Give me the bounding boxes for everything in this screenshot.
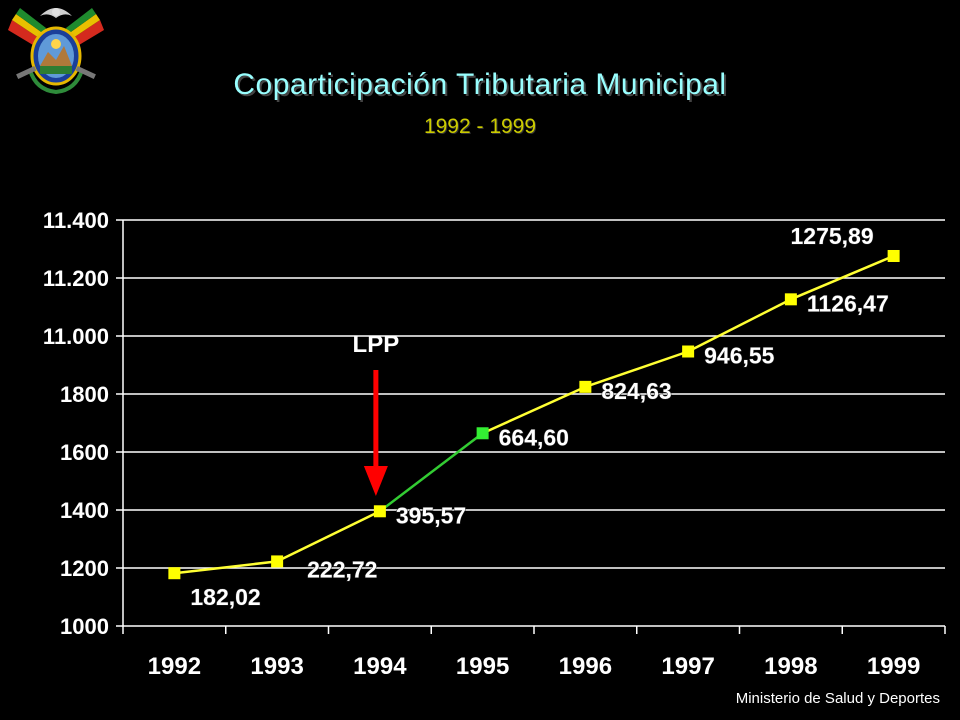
y-tick-label: 1600 — [60, 440, 109, 465]
data-point-1996 — [579, 380, 592, 393]
data-point-1993 — [271, 555, 284, 568]
data-point-1997 — [682, 345, 695, 358]
y-tick-label: 1200 — [60, 556, 109, 581]
footer-credit: Ministerio de Salud y Deportes — [735, 690, 940, 707]
arrow-head — [363, 466, 388, 496]
x-tick-label: 1992 — [148, 653, 201, 680]
series-segment — [482, 385, 586, 435]
lpp-annotation: LPP — [353, 331, 400, 496]
coat-of-arms-emblem — [8, 8, 104, 95]
y-tick-label: 11.200 — [43, 266, 109, 291]
series-segment — [379, 432, 484, 513]
x-tick-label: 1996 — [559, 653, 612, 680]
y-tick-label: 1400 — [60, 498, 109, 523]
data-label-1995: 664,60 — [499, 424, 569, 450]
data-point-1999 — [887, 249, 900, 262]
y-tick-label: 1000 — [60, 614, 109, 639]
data-point-1998 — [784, 293, 797, 306]
x-tick-label: 1994 — [353, 653, 407, 680]
series-segment — [276, 510, 381, 563]
x-tick-label: 1995 — [456, 653, 509, 680]
series-markers — [168, 249, 900, 580]
series-segment — [174, 560, 278, 575]
data-label-1994: 395,57 — [396, 502, 466, 528]
data-point-1994 — [373, 505, 386, 518]
y-tick-label: 11.400 — [43, 208, 109, 233]
lpp-label: LPP — [353, 331, 400, 358]
data-point-1992 — [168, 567, 181, 580]
chart-subtitle: 1992 - 1999 — [423, 115, 537, 138]
data-label-1999: 1275,89 — [790, 223, 873, 249]
data-point-1995 — [476, 427, 489, 440]
data-label-1997: 946,55 — [704, 343, 775, 369]
data-label-1992: 182,02 — [190, 584, 260, 610]
series-segment — [584, 350, 689, 389]
data-label-1998: 1126,47 — [807, 290, 889, 316]
y-tick-label: 1800 — [60, 382, 109, 407]
arrow-shaft — [373, 370, 379, 468]
series-segment — [687, 298, 792, 353]
data-label-1996: 824,63 — [601, 378, 671, 404]
chart-axes: 1000 1200 1400 1600 1800 11.000 11.200 11.400 19… — [43, 208, 946, 680]
chart-title: Coparticipación Tributaria Municipal — [233, 68, 727, 101]
data-labels: 182,02 222,72 395,57 664,60 824,63 946,55 1126… — [190, 222, 889, 610]
x-tick-label: 1993 — [250, 653, 303, 680]
y-tick-label: 11.000 — [43, 324, 109, 349]
x-tick-label: 1999 — [867, 653, 920, 680]
series-segment — [790, 254, 895, 301]
x-tick-label: 1997 — [661, 653, 714, 680]
data-label-1993: 222,72 — [307, 556, 377, 582]
series-line — [174, 254, 895, 575]
x-tick-label: 1998 — [764, 653, 817, 680]
